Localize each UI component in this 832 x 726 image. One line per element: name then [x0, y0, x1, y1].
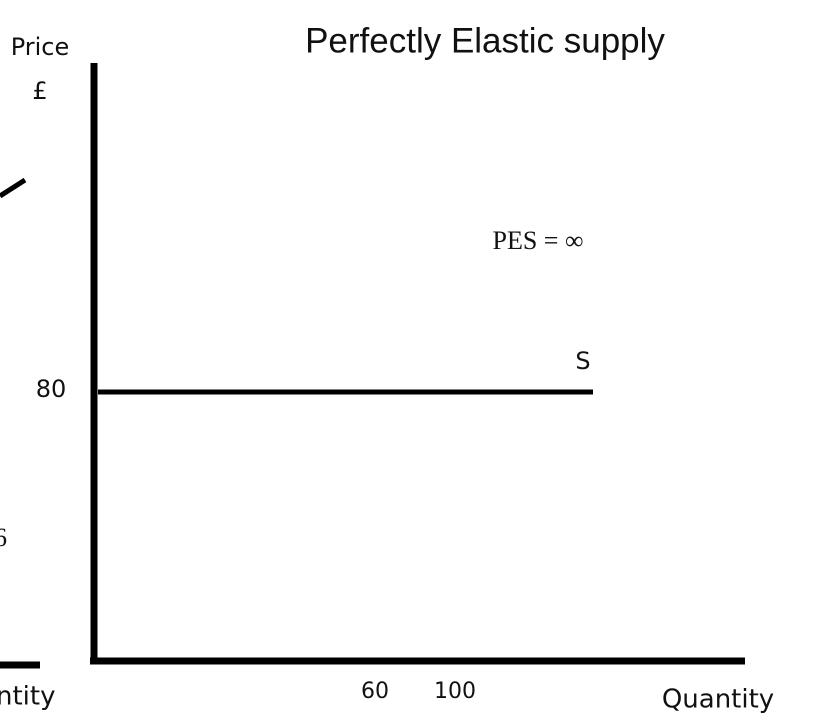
supply-label: S	[575, 347, 590, 375]
y-axis-unit: £	[32, 77, 47, 105]
cropped-curve	[0, 177, 27, 199]
cropped-axis-label: ntity	[0, 682, 55, 712]
pes-annotation: PES = ∞	[493, 226, 584, 255]
price-label: 80	[36, 375, 67, 403]
title: Perfectly Elastic supply	[305, 21, 665, 60]
cropped-value-label: 6	[0, 523, 7, 552]
y-axis-label: Price	[11, 33, 70, 61]
quantity-label: 100	[434, 679, 476, 704]
x-axis-label: Quantity	[662, 685, 774, 715]
quantity-label: 60	[361, 679, 389, 704]
